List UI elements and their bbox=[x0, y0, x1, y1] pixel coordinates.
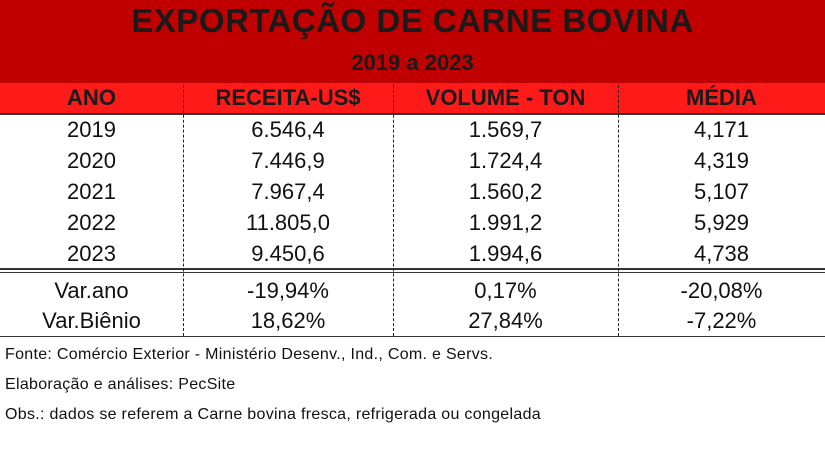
row-2019-year: 2019 bbox=[67, 117, 116, 142]
var-bienio-receita: 18,62% bbox=[250, 308, 326, 333]
obs-note: Obs.: dados se referem a Carne bovina fr… bbox=[5, 406, 541, 423]
source-note: Fonte: Comércio Exterior - Ministério De… bbox=[5, 346, 494, 363]
row-2023-receita: 9.450,6 bbox=[251, 241, 325, 266]
var-ano-media: -20,08% bbox=[680, 278, 763, 303]
row-2022-receita: 11.805,0 bbox=[245, 210, 330, 235]
row-2020-volume: 1.724,4 bbox=[468, 148, 543, 173]
row-2021-media: 5,107 bbox=[693, 179, 750, 204]
row-2022-media: 5,929 bbox=[693, 210, 750, 235]
row-2019-receita: 6.546,4 bbox=[251, 117, 325, 142]
row-2022-volume: 1.991,2 bbox=[468, 210, 543, 235]
header-receita: RECEITA-US$ bbox=[215, 85, 361, 110]
row-2022-year: 2022 bbox=[67, 210, 116, 235]
header-volume: VOLUME - TON bbox=[425, 85, 586, 110]
column-separator-3 bbox=[618, 85, 619, 336]
table-title: EXPORTAÇÃO DE CARNE BOVINA bbox=[131, 2, 694, 39]
row-2023-volume: 1.994,6 bbox=[468, 241, 543, 266]
var-ano-label: Var.ano bbox=[54, 278, 129, 303]
row-2020-year: 2020 bbox=[67, 148, 116, 173]
elaboration-note: Elaboração e análises: PecSite bbox=[5, 376, 236, 393]
title-band bbox=[0, 0, 825, 84]
column-separator-2 bbox=[393, 85, 394, 336]
table-divider-top bbox=[0, 268, 825, 270]
row-2019-media: 4,171 bbox=[693, 117, 750, 142]
table-subtitle: 2019 a 2023 bbox=[351, 50, 474, 75]
var-bienio-label: Var.Biênio bbox=[42, 308, 141, 333]
var-bienio-media: -7,22% bbox=[686, 308, 757, 333]
row-2023-media: 4,738 bbox=[693, 241, 750, 266]
row-2021-receita: 7.967,4 bbox=[251, 179, 325, 204]
row-2020-media: 4,319 bbox=[693, 148, 750, 173]
var-bienio-volume: 27,84% bbox=[468, 308, 543, 333]
var-ano-volume: 0,17% bbox=[474, 278, 537, 303]
header-band bbox=[0, 83, 825, 115]
row-2019-volume: 1.569,7 bbox=[468, 117, 543, 142]
var-ano-receita: -19,94% bbox=[247, 278, 329, 303]
row-2020-receita: 7.446,9 bbox=[251, 148, 325, 173]
row-2021-volume: 1.560,2 bbox=[468, 179, 543, 204]
row-2021-year: 2021 bbox=[67, 179, 116, 204]
header-ano: ANO bbox=[67, 85, 116, 110]
row-2023-year: 2023 bbox=[67, 241, 116, 266]
table-bottom-border bbox=[0, 336, 825, 337]
column-separator-1 bbox=[183, 85, 184, 336]
table-divider-bottom bbox=[0, 272, 825, 273]
header-media: MÉDIA bbox=[686, 85, 757, 110]
